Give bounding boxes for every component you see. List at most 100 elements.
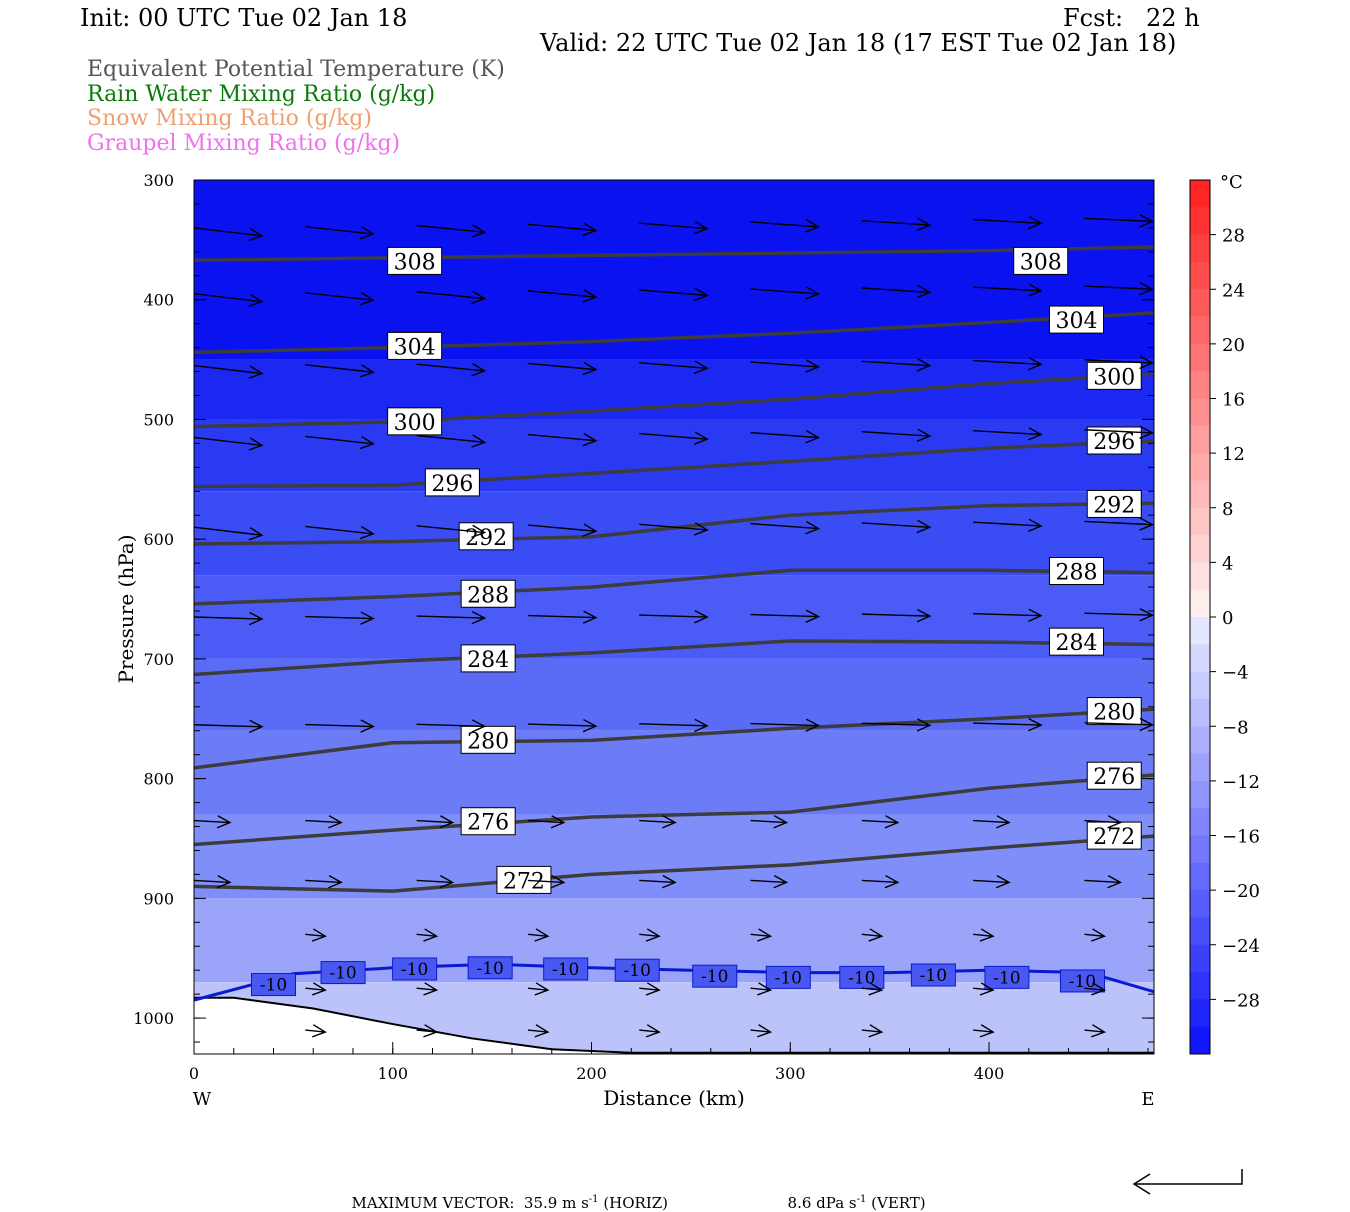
legend-entry: Graupel Mixing Ratio (g/kg): [87, 130, 401, 156]
colorbar-tick-label: −16: [1222, 827, 1260, 848]
wind-vector: [1084, 608, 1155, 622]
temperature-band: [194, 419, 1154, 492]
wind-vector: [305, 525, 375, 540]
y-tick-label: 800: [143, 770, 174, 789]
contour-label: 288: [467, 583, 509, 608]
wind-vector: [750, 219, 821, 233]
wind-vector: [1084, 214, 1155, 228]
temperature-label-box: [910, 963, 956, 987]
wind-vector: [639, 815, 677, 829]
max-vector-horiz: MAXIMUM VECTOR: 35.9 m s-1 (HORIZ): [351, 1194, 669, 1212]
max-vector-vert: 8.6 dPa s-1 (VERT): [787, 1194, 926, 1212]
wind-vector: [861, 875, 900, 889]
colorbar-segment: [1190, 425, 1210, 454]
temperature-band: [194, 730, 1154, 815]
wind-vector: [750, 928, 773, 942]
wind-vector: [639, 431, 709, 445]
colorbar-segment: [1190, 261, 1210, 290]
temperature-label: -10: [260, 976, 287, 996]
y-tick-label: 300: [143, 171, 174, 190]
colorbar-segment: [1190, 1026, 1210, 1055]
legend-entry: Snow Mixing Ratio (g/kg): [87, 106, 372, 131]
contour-label-box: [1086, 697, 1142, 726]
contour-label: 300: [394, 411, 436, 436]
contour-label-box: [1013, 246, 1069, 275]
colorbar-segment: [1190, 617, 1210, 645]
contour-label-box: [1048, 305, 1104, 334]
colorbar-segment: [1190, 207, 1210, 236]
wind-vector: [305, 719, 375, 733]
wind-vector: [973, 1024, 995, 1038]
y-axis-label: Pressure (hPa): [114, 535, 138, 684]
wind-vector: [416, 928, 439, 942]
colorbar-tick-label: −12: [1222, 772, 1260, 793]
theta-e-contour: [193, 439, 1155, 489]
wind-vector: [193, 611, 264, 626]
contour-label: 280: [467, 729, 509, 754]
y-tick-label: 500: [143, 410, 174, 429]
wind-vector: [861, 519, 932, 534]
wind-vector: [861, 284, 932, 299]
wind-vector: [527, 222, 598, 237]
theta-e-contour: [193, 639, 1155, 677]
contour-label-box: [458, 522, 514, 551]
wind-vector: [416, 224, 487, 238]
temperature-label: -10: [993, 968, 1020, 988]
colorbar-segment: [1190, 453, 1210, 481]
colorbar-segment: [1190, 808, 1210, 836]
wind-vector: [527, 361, 598, 376]
wind-vector: [193, 293, 264, 307]
wind-vector: [1084, 875, 1123, 889]
colorbar-tick-label: 12: [1222, 444, 1245, 465]
colorbar-segment: [1190, 289, 1210, 318]
wind-vector: [416, 815, 455, 829]
colorbar-segment: [1190, 316, 1210, 345]
temperature-label-box: [765, 965, 811, 989]
wind-vector: [1084, 355, 1155, 370]
wind-vector: [416, 434, 487, 448]
colorbar-segment: [1190, 507, 1210, 536]
wind-vector: [973, 518, 1043, 533]
wind-vector: [639, 522, 709, 536]
wind-vector: [639, 287, 709, 302]
colorbar-segment: [1190, 999, 1210, 1028]
colorbar-tick-label: −8: [1222, 717, 1249, 738]
forecast-hour: Fcst: 22 h: [1063, 4, 1200, 32]
wind-vector: [973, 815, 1011, 829]
contour-label: 296: [1093, 430, 1135, 455]
wind-vector: [861, 358, 932, 372]
colorbar-segment: [1190, 562, 1210, 591]
wind-vector: [750, 286, 821, 300]
contour-label: 300: [1093, 365, 1135, 390]
valid-time: Valid: 22 UTC Tue 02 Jan 18 (17 EST Tue …: [540, 29, 1177, 57]
wind-vector: [305, 611, 375, 625]
wind-vector: [1084, 717, 1155, 732]
plot-frame: [193, 179, 1155, 1055]
colorbar-tick-label: 0: [1222, 608, 1233, 629]
wind-vector: [193, 364, 264, 379]
wind-vector: [639, 360, 709, 374]
contour-label: 292: [465, 526, 507, 551]
contour-label-box: [1086, 361, 1142, 390]
wind-vector: [861, 982, 884, 996]
wind-vector: [973, 717, 1043, 732]
contour-label: 280: [1093, 701, 1135, 726]
temperature-label-box: [251, 973, 297, 997]
wind-vector: [527, 289, 598, 303]
contour-label: 284: [1055, 631, 1097, 656]
wind-vector: [416, 610, 487, 625]
wind-vector: [750, 982, 773, 996]
wind-vector: [305, 815, 343, 829]
wind-vector: [861, 217, 932, 232]
temperature-label: -10: [624, 961, 651, 981]
wind-vector: [973, 283, 1043, 297]
colorbar-segment: [1190, 917, 1210, 946]
wind-vector: [193, 875, 232, 889]
terrain-fill: [194, 997, 1154, 1054]
colorbar-segment: [1190, 972, 1210, 1000]
y-tick-label: 1000: [133, 1009, 174, 1028]
colorbar-tick-label: 24: [1222, 280, 1245, 301]
colorbar-segment: [1190, 398, 1210, 427]
wind-vector: [305, 435, 375, 450]
